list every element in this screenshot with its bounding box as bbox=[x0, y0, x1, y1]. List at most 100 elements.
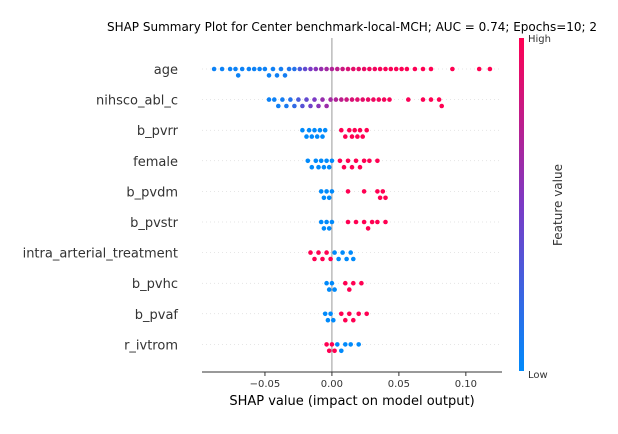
shap-point-age-25 bbox=[340, 66, 345, 72]
shap-point-age-1 bbox=[219, 66, 225, 72]
shap-point-b_pvaf-8 bbox=[356, 311, 362, 317]
shap-point-b_pvaf-7 bbox=[351, 317, 356, 323]
shap-point-age-28 bbox=[356, 66, 362, 72]
shap-point-female-13 bbox=[353, 158, 359, 164]
shap-point-age-20 bbox=[313, 66, 319, 72]
shap-point-age-43 bbox=[487, 66, 493, 72]
shap-point-nihsco_abl_c-0 bbox=[266, 97, 272, 102]
shap-point-intra_arterial_treatment-9 bbox=[344, 256, 349, 262]
shap-point-nihsco_abl_c-5 bbox=[288, 97, 293, 102]
shap-point-b_pvdm-1 bbox=[321, 195, 327, 201]
shap-point-age-29 bbox=[361, 66, 367, 72]
shap-point-nihsco_abl_c-12 bbox=[316, 103, 321, 109]
shap-point-age-30 bbox=[367, 66, 372, 72]
feature-label: r_ivtrom bbox=[124, 338, 178, 353]
shap-point-nihsco_abl_c-14 bbox=[324, 103, 329, 109]
feature-label: b_pvaf bbox=[135, 308, 179, 323]
shap-point-nihsco_abl_c-22 bbox=[365, 97, 371, 102]
shap-point-r_ivtrom-1 bbox=[326, 348, 332, 354]
shap-point-b_pvrr-5 bbox=[314, 134, 320, 139]
shap-point-intra_arterial_treatment-6 bbox=[332, 250, 337, 255]
shap-point-age-13 bbox=[278, 66, 284, 72]
shap-point-age-33 bbox=[383, 66, 388, 72]
colorbar-high-label: High bbox=[528, 34, 551, 45]
shap-point-b_pvdm-5 bbox=[345, 189, 351, 194]
shap-point-r_ivtrom-2 bbox=[329, 342, 335, 347]
shap-point-female-11 bbox=[345, 158, 351, 164]
shap-point-nihsco_abl_c-11 bbox=[312, 97, 317, 102]
shap-point-nihsco_abl_c-2 bbox=[276, 103, 281, 109]
shap-point-b_pvstr-6 bbox=[353, 219, 359, 225]
shap-point-female-0 bbox=[305, 158, 311, 164]
shap-point-b_pvrr-11 bbox=[347, 127, 352, 133]
shap-point-age-22 bbox=[324, 66, 329, 72]
shap-point-intra_arterial_treatment-4 bbox=[324, 250, 329, 255]
shap-point-intra_arterial_treatment-1 bbox=[312, 256, 317, 262]
shap-point-nihsco_abl_c-8 bbox=[300, 103, 305, 109]
shap-point-nihsco_abl_c-7 bbox=[296, 97, 301, 102]
shap-point-r_ivtrom-3 bbox=[332, 348, 337, 354]
shap-point-nihsco_abl_c-21 bbox=[360, 97, 366, 102]
shap-point-female-5 bbox=[321, 164, 327, 170]
shap-point-b_pvdm-6 bbox=[361, 189, 367, 194]
shap-point-intra_arterial_treatment-5 bbox=[328, 256, 333, 262]
shap-point-b_pvhc-1 bbox=[326, 287, 332, 292]
shap-point-age-26 bbox=[345, 66, 351, 72]
shap-point-b_pvaf-4 bbox=[339, 311, 344, 317]
shap-point-female-15 bbox=[361, 158, 367, 164]
shap-point-b_pvrr-14 bbox=[355, 134, 360, 139]
shap-point-b_pvrr-17 bbox=[364, 127, 370, 133]
feature-label: nihsco_abl_c bbox=[96, 94, 178, 109]
feature-label: b_pvhc bbox=[132, 277, 178, 292]
shap-point-female-4 bbox=[318, 158, 324, 164]
feature-label: female bbox=[133, 155, 178, 170]
feature-label: b_pvdm bbox=[126, 185, 178, 200]
shap-point-b_pvaf-1 bbox=[325, 317, 331, 323]
shap-point-intra_arterial_treatment-11 bbox=[351, 256, 356, 262]
x-tick-label: 0.05 bbox=[388, 379, 410, 390]
shap-point-b_pvrr-3 bbox=[309, 134, 315, 139]
shap-point-nihsco_abl_c-18 bbox=[344, 97, 349, 102]
shap-point-age-24 bbox=[335, 66, 340, 72]
shap-point-nihsco_abl_c-27 bbox=[406, 97, 411, 102]
shap-point-age-42 bbox=[476, 66, 482, 72]
shap-point-b_pvrr-13 bbox=[352, 127, 358, 133]
shap-point-r_ivtrom-5 bbox=[339, 348, 344, 354]
shap-point-r_ivtrom-4 bbox=[335, 342, 340, 347]
shap-point-b_pvhc-5 bbox=[347, 287, 352, 292]
shap-point-b_pvaf-0 bbox=[322, 311, 328, 317]
shap-point-age-38 bbox=[412, 66, 418, 72]
shap-point-nihsco_abl_c-15 bbox=[328, 97, 333, 102]
shap-point-female-14 bbox=[357, 164, 363, 170]
shap-point-b_pvstr-2 bbox=[324, 219, 329, 225]
shap-point-age-14 bbox=[282, 73, 288, 78]
shap-point-b_pvhc-6 bbox=[351, 280, 356, 286]
shap-point-b_pvstr-1 bbox=[321, 226, 327, 231]
shap-point-intra_arterial_treatment-10 bbox=[348, 250, 354, 255]
shap-point-age-19 bbox=[308, 66, 313, 72]
shap-point-age-15 bbox=[286, 66, 292, 72]
colorbar-title: Feature value bbox=[551, 164, 565, 246]
shap-point-age-37 bbox=[404, 66, 410, 72]
shap-point-nihsco_abl_c-31 bbox=[439, 103, 445, 109]
shap-points bbox=[211, 66, 493, 354]
shap-point-age-11 bbox=[270, 66, 276, 72]
shap-point-age-0 bbox=[211, 66, 217, 72]
shap-point-nihsco_abl_c-30 bbox=[436, 97, 442, 102]
shap-point-b_pvstr-5 bbox=[345, 219, 351, 225]
shap-point-age-39 bbox=[420, 66, 426, 72]
shap-point-b_pvhc-2 bbox=[329, 280, 335, 286]
shap-point-age-16 bbox=[292, 66, 297, 72]
shap-point-age-12 bbox=[274, 73, 280, 78]
shap-point-female-8 bbox=[329, 158, 335, 164]
shap-point-nihsco_abl_c-1 bbox=[272, 97, 277, 102]
shap-point-b_pvrr-2 bbox=[306, 127, 312, 133]
shap-point-b_pvrr-12 bbox=[349, 134, 355, 139]
shap-point-female-10 bbox=[341, 164, 347, 170]
shap-point-b_pvdm-0 bbox=[318, 189, 324, 194]
shap-point-nihsco_abl_c-9 bbox=[304, 97, 309, 102]
shap-point-b_pvdm-2 bbox=[324, 189, 329, 194]
shap-point-nihsco_abl_c-10 bbox=[308, 103, 313, 109]
